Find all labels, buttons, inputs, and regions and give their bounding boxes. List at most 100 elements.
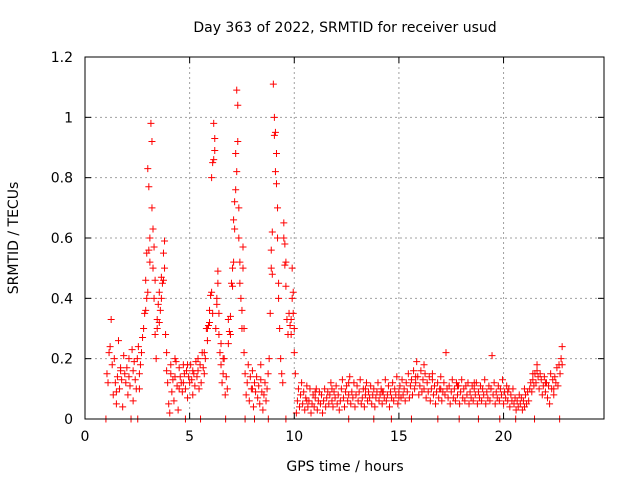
data-point [470, 379, 478, 387]
data-point [157, 294, 165, 302]
data-point [533, 361, 541, 369]
data-point [499, 376, 507, 384]
data-point [144, 288, 152, 296]
data-point [189, 367, 197, 375]
data-point [108, 361, 116, 369]
data-point [481, 376, 489, 384]
data-point [487, 385, 495, 393]
data-point [558, 343, 566, 351]
y-tick-label: 0 [64, 412, 73, 428]
data-point [241, 370, 249, 378]
data-point [378, 400, 386, 408]
data-point [371, 403, 379, 411]
data-point [142, 276, 150, 284]
data-point [136, 361, 144, 369]
data-point [221, 391, 229, 399]
data-point [328, 385, 336, 393]
data-point [306, 385, 314, 393]
data-point [292, 409, 300, 417]
data-point [384, 382, 392, 390]
data-point [195, 385, 203, 393]
axis-ticks: 0 0.2 0.4 0.6 0.8 1 1.2 0 5 10 15 20 [51, 50, 604, 445]
data-point [425, 373, 433, 381]
data-point [473, 400, 481, 408]
data-point [287, 315, 295, 323]
data-point [242, 391, 250, 399]
data-point [120, 352, 128, 360]
data-point [297, 391, 305, 399]
data-point [175, 364, 183, 372]
data-point [265, 355, 273, 363]
y-tick-label: 0.4 [51, 291, 73, 307]
data-point [328, 397, 336, 405]
data-point [277, 355, 285, 363]
data-point [214, 279, 222, 287]
data-point [422, 394, 430, 402]
data-point [362, 379, 370, 387]
data-point [400, 385, 408, 393]
data-point [520, 385, 528, 393]
data-point [365, 388, 373, 396]
data-point [396, 382, 404, 390]
data-point [495, 397, 503, 405]
y-axis-label: SRMTID / TECUs [6, 182, 22, 295]
data-point [264, 370, 272, 378]
data-point [355, 388, 363, 396]
data-point [480, 391, 488, 399]
data-point [239, 264, 247, 272]
data-point [154, 300, 162, 308]
data-point [335, 406, 343, 414]
data-point [121, 370, 129, 378]
data-point [474, 388, 482, 396]
data-point [227, 279, 235, 287]
data-point [209, 159, 217, 167]
data-point [249, 403, 257, 411]
data-point [554, 382, 562, 390]
data-point [528, 388, 536, 396]
data-point [231, 225, 239, 233]
data-point [412, 373, 420, 381]
x-tick-label: 10 [285, 429, 303, 445]
data-point [165, 400, 173, 408]
data-point [433, 388, 441, 396]
data-point [189, 391, 197, 399]
data-point [540, 373, 548, 381]
data-point [217, 361, 225, 369]
data-point [513, 397, 521, 405]
data-point [204, 321, 212, 329]
data-point [229, 264, 237, 272]
data-point [130, 358, 138, 366]
data-point [500, 400, 508, 408]
data-point [440, 379, 448, 387]
data-point [357, 400, 365, 408]
data-point [323, 394, 331, 402]
data-point [299, 400, 307, 408]
data-point [179, 379, 187, 387]
data-point [201, 355, 209, 363]
data-point [492, 388, 500, 396]
data-point [106, 343, 114, 351]
data-point [327, 379, 335, 387]
data-point [361, 385, 369, 393]
data-point [219, 355, 227, 363]
data-point [389, 379, 397, 387]
data-point [234, 101, 242, 109]
data-point [382, 397, 390, 405]
data-point [311, 394, 319, 402]
data-point [370, 385, 378, 393]
data-point [234, 137, 242, 145]
data-point [557, 355, 565, 363]
data-point [289, 309, 297, 317]
data-point [181, 385, 189, 393]
data-point [263, 385, 271, 393]
data-point [200, 370, 208, 378]
data-point [167, 370, 175, 378]
data-point [212, 325, 220, 332]
y-tick-label: 0.2 [51, 352, 73, 368]
data-point [281, 261, 289, 269]
data-point [146, 234, 154, 242]
data-point [257, 361, 265, 369]
data-point [332, 382, 340, 390]
data-point [248, 385, 256, 393]
data-point [151, 331, 159, 339]
